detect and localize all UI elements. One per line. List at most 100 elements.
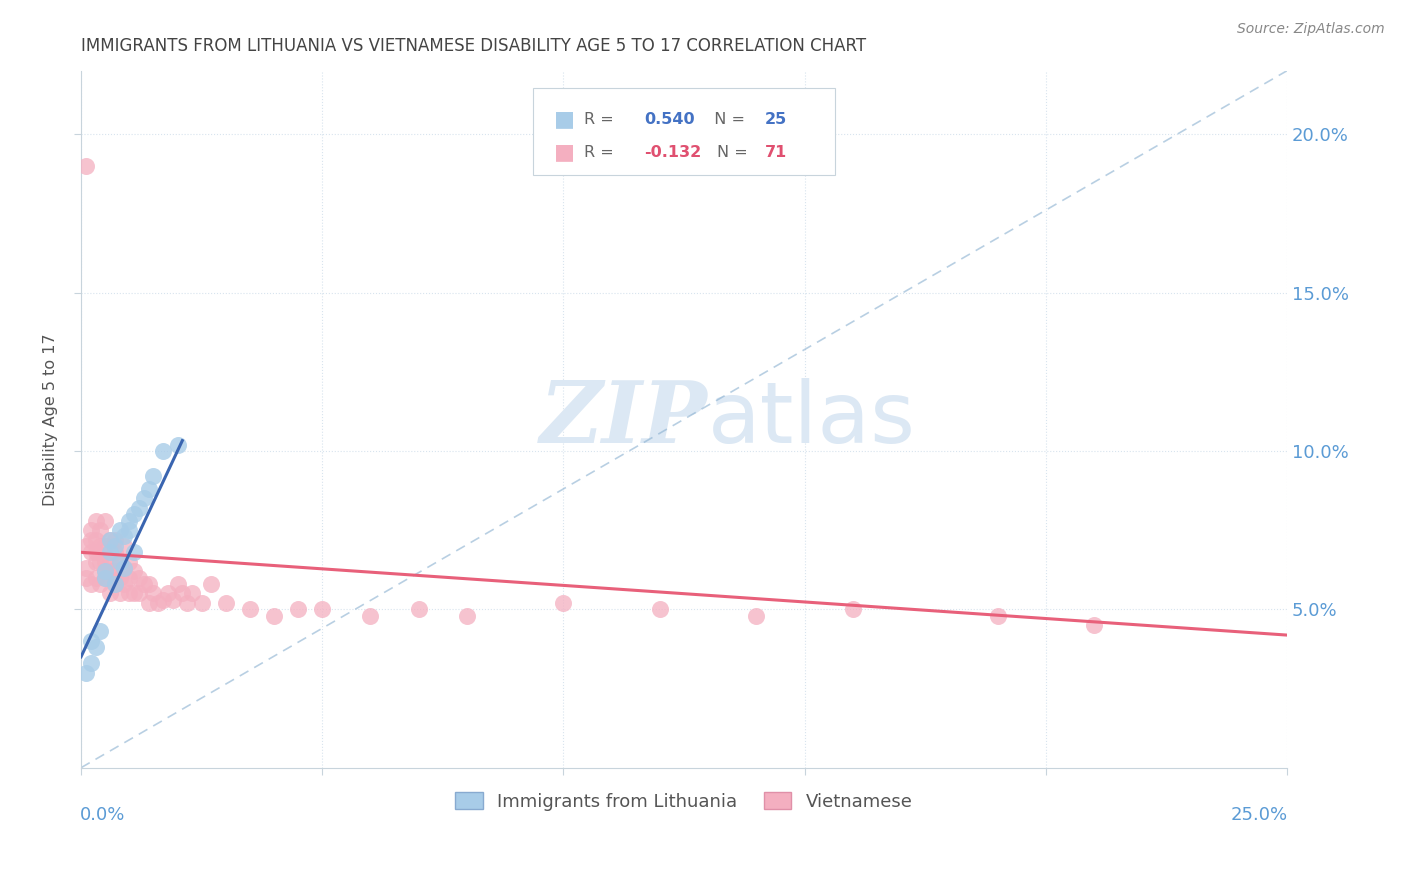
- Y-axis label: Disability Age 5 to 17: Disability Age 5 to 17: [44, 333, 58, 506]
- Point: [89, 539, 111, 553]
- Point: [94, 514, 117, 528]
- Text: N =: N =: [704, 112, 751, 127]
- Point: [104, 533, 127, 547]
- Point: [94, 571, 117, 585]
- Text: Source: ZipAtlas.com: Source: ZipAtlas.com: [1237, 22, 1385, 37]
- Point: [98, 564, 121, 578]
- Point: [138, 577, 160, 591]
- Point: [156, 586, 179, 600]
- Text: 25: 25: [765, 112, 787, 127]
- Point: [162, 592, 184, 607]
- Point: [138, 596, 160, 610]
- Point: [114, 561, 136, 575]
- Point: [122, 586, 145, 600]
- Text: 0.540: 0.540: [644, 112, 695, 127]
- Point: [89, 555, 111, 569]
- Point: [75, 665, 97, 680]
- Point: [94, 555, 117, 569]
- Point: [190, 596, 212, 610]
- Point: [842, 602, 865, 616]
- Point: [128, 500, 150, 515]
- Point: [648, 602, 671, 616]
- Text: 0.0%: 0.0%: [80, 806, 125, 824]
- Point: [311, 602, 333, 616]
- Point: [166, 577, 188, 591]
- Point: [122, 545, 145, 559]
- Point: [456, 608, 478, 623]
- Point: [287, 602, 309, 616]
- Point: [359, 608, 381, 623]
- Point: [118, 514, 141, 528]
- Text: R =: R =: [583, 145, 619, 160]
- Point: [104, 545, 127, 559]
- Point: [89, 523, 111, 537]
- Text: ZIP: ZIP: [540, 377, 709, 461]
- Point: [94, 564, 117, 578]
- Point: [118, 586, 141, 600]
- Point: [94, 564, 117, 578]
- Point: [104, 539, 127, 553]
- Point: [128, 571, 150, 585]
- Point: [104, 577, 127, 591]
- Point: [108, 571, 131, 585]
- Point: [108, 555, 131, 569]
- Text: atlas: atlas: [709, 377, 917, 461]
- Text: 25.0%: 25.0%: [1232, 806, 1288, 824]
- Point: [89, 624, 111, 639]
- Point: [75, 561, 97, 575]
- Point: [84, 545, 107, 559]
- Point: [132, 491, 155, 506]
- Text: -0.132: -0.132: [644, 145, 702, 160]
- Point: [79, 577, 101, 591]
- Point: [118, 555, 141, 569]
- Point: [79, 545, 101, 559]
- Text: 71: 71: [765, 145, 787, 160]
- Point: [114, 561, 136, 575]
- Point: [94, 571, 117, 585]
- Point: [553, 596, 575, 610]
- Point: [114, 577, 136, 591]
- Text: ■: ■: [554, 110, 575, 129]
- Point: [118, 523, 141, 537]
- Point: [79, 533, 101, 547]
- Point: [138, 482, 160, 496]
- Point: [166, 437, 188, 451]
- Point: [104, 564, 127, 578]
- Point: [84, 571, 107, 585]
- Point: [84, 555, 107, 569]
- Point: [1083, 618, 1105, 632]
- Point: [152, 592, 174, 607]
- Point: [98, 586, 121, 600]
- Point: [152, 443, 174, 458]
- Point: [84, 640, 107, 655]
- Legend: Immigrants from Lithuania, Vietnamese: Immigrants from Lithuania, Vietnamese: [449, 785, 920, 818]
- Point: [148, 596, 170, 610]
- Point: [408, 602, 430, 616]
- Text: N =: N =: [717, 145, 752, 160]
- FancyBboxPatch shape: [533, 88, 835, 176]
- Point: [108, 586, 131, 600]
- Point: [745, 608, 768, 623]
- Point: [84, 533, 107, 547]
- Point: [79, 523, 101, 537]
- Point: [114, 539, 136, 553]
- Point: [122, 564, 145, 578]
- Point: [98, 533, 121, 547]
- Point: [98, 555, 121, 569]
- Point: [239, 602, 262, 616]
- Point: [108, 555, 131, 569]
- Point: [75, 571, 97, 585]
- Point: [89, 577, 111, 591]
- Point: [98, 545, 121, 559]
- Point: [79, 634, 101, 648]
- Point: [122, 508, 145, 522]
- Point: [118, 571, 141, 585]
- Point: [104, 577, 127, 591]
- Point: [200, 577, 222, 591]
- Point: [132, 577, 155, 591]
- Point: [98, 533, 121, 547]
- Point: [79, 656, 101, 670]
- Point: [75, 159, 97, 173]
- Point: [142, 586, 165, 600]
- Point: [172, 586, 194, 600]
